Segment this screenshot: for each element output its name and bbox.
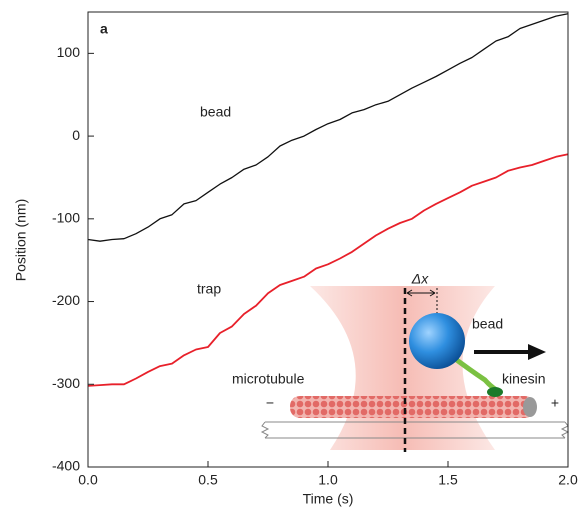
microtubule-end — [523, 397, 537, 417]
y-tick-label: -100 — [52, 210, 80, 226]
bead-sphere — [409, 313, 465, 369]
data-line — [87, 13, 569, 242]
x-tick-label: 1.5 — [438, 472, 458, 488]
x-axis-label: Time (s) — [303, 491, 354, 507]
y-tick-label: -300 — [52, 375, 80, 391]
microtubule-label: microtubule — [232, 371, 305, 387]
coverslip — [260, 421, 570, 439]
x-tick-label: 0.0 — [78, 472, 98, 488]
series-label: trap — [197, 281, 221, 297]
y-tick-label: 100 — [57, 44, 81, 60]
series-label: bead — [200, 104, 231, 120]
bead-label: bead — [472, 316, 503, 332]
x-tick-label: 1.0 — [318, 472, 338, 488]
panel-label: a — [100, 21, 108, 37]
microtubule — [290, 396, 535, 418]
kinesin-label: kinesin — [502, 371, 546, 387]
y-axis-label: Position (nm) — [13, 199, 29, 281]
y-tick-label: 0 — [72, 127, 80, 143]
plus-end-label: + — [551, 395, 559, 411]
arrowhead — [528, 344, 546, 360]
kinesin-head — [487, 387, 503, 397]
y-tick-label: -400 — [52, 458, 80, 474]
x-tick-label: 2.0 — [558, 472, 578, 488]
data-line — [87, 153, 569, 387]
x-tick-label: 0.5 — [198, 472, 218, 488]
y-tick-label: -200 — [52, 292, 80, 308]
delta-arrow — [406, 289, 436, 297]
minus-end-label: − — [266, 395, 274, 411]
delta-x-label: Δx — [411, 271, 429, 287]
inset-diagram: Δx bead microtubule kinesin − + — [232, 271, 570, 452]
